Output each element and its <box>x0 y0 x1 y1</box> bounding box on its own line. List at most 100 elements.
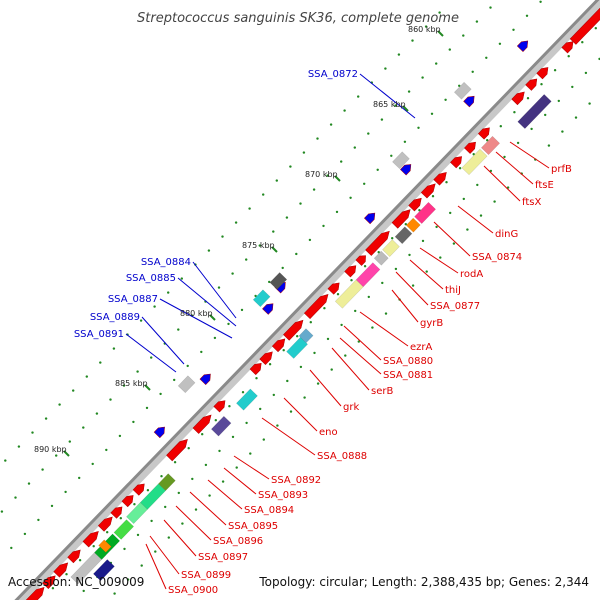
leader-line <box>283 397 318 432</box>
leader-line <box>495 151 534 185</box>
grid-dot <box>136 533 140 537</box>
kbp-marker-890: 890 kbp <box>34 445 67 454</box>
gene-label-ssa-0888: SSA_0888 <box>317 451 367 462</box>
grid-dot <box>322 224 325 228</box>
gene-label-grk: grk <box>343 402 359 413</box>
gene-block <box>461 148 488 176</box>
grid-dot <box>289 410 293 413</box>
reverse-gene-feature <box>463 95 475 108</box>
gene-label-serb: serB <box>371 386 393 397</box>
reverse-gene-feature <box>400 164 412 176</box>
reverse-gene-feature <box>262 303 274 315</box>
grid-dot <box>408 253 411 257</box>
grid-dot <box>194 508 198 511</box>
grid-dot <box>397 53 401 56</box>
grid-dot <box>191 477 194 481</box>
leader-line <box>309 369 342 407</box>
forward-cds-feature <box>121 495 134 508</box>
grid-dot <box>208 494 211 497</box>
gene-block <box>158 473 176 492</box>
leader-line <box>395 271 429 306</box>
grid-dot <box>411 39 414 42</box>
grid-dot <box>164 505 167 509</box>
gene-label-ssa-0872: SSA_0872 <box>308 69 358 80</box>
forward-cds-feature <box>283 319 304 341</box>
grid-dot <box>154 550 157 553</box>
grid-dot <box>109 398 112 401</box>
grid-dot <box>335 210 339 214</box>
leader-line <box>433 221 471 257</box>
forward-cds-feature <box>433 171 447 186</box>
leader-line <box>192 261 237 319</box>
grid-dot <box>411 284 415 287</box>
grid-dot <box>526 97 530 100</box>
gene-label-ssa-0887: SSA_0887 <box>108 294 158 305</box>
gene-label-ssa-0891: SSA_0891 <box>74 329 124 340</box>
grid-dot <box>55 454 58 457</box>
forward-cds-feature <box>213 400 226 413</box>
grid-dot <box>302 151 306 154</box>
grid-dot <box>525 14 529 17</box>
grid-dot <box>390 154 393 157</box>
grid-dot <box>485 56 488 59</box>
gene-block <box>355 262 381 288</box>
accession-label: Accession: NC_009009 <box>8 575 144 589</box>
grid-dot <box>289 165 292 168</box>
grid-dot <box>82 426 85 429</box>
leader-line <box>331 347 370 391</box>
grid-dot <box>584 71 588 75</box>
forward-cds-feature <box>450 156 462 169</box>
leader-line <box>177 277 237 327</box>
grid-dot <box>384 312 388 315</box>
feature-track <box>25 0 600 600</box>
leader-line <box>175 505 212 541</box>
gene-label-prfb: prfB <box>551 164 572 175</box>
leader-line <box>261 417 316 456</box>
grid-dot <box>10 546 13 550</box>
grid-dot <box>571 85 574 89</box>
leader-line <box>233 455 270 480</box>
grid-dot <box>167 536 170 539</box>
gene-label-ssa-0884: SSA_0884 <box>141 257 191 268</box>
grid-dot <box>200 350 203 354</box>
grid-dot <box>136 370 139 373</box>
kbp-tick <box>271 246 278 253</box>
grid-dot <box>444 98 447 102</box>
gene-block <box>481 135 501 156</box>
gene-label-ssa-0885: SSA_0885 <box>126 273 176 284</box>
grid-dot <box>58 403 61 406</box>
page-title: Streptococcus sanguinis SK36, complete g… <box>137 11 459 26</box>
grid-dot <box>249 452 252 455</box>
grid-dot <box>435 225 438 229</box>
grid-dot <box>133 503 136 506</box>
grid-dot <box>544 113 547 117</box>
grid-dot <box>85 375 89 378</box>
grid-dot <box>503 155 506 159</box>
grid-dot <box>78 476 81 480</box>
gene-label-ssa-0893: SSA_0893 <box>258 490 308 501</box>
grid-dot <box>132 420 135 424</box>
grid-dot <box>376 168 379 171</box>
grid-dot <box>268 363 272 366</box>
grid-dot <box>78 559 82 562</box>
gene-block <box>414 201 436 224</box>
leader-line <box>125 333 177 373</box>
grid-dot <box>462 34 465 37</box>
grid-dot <box>394 267 398 271</box>
grid-dot <box>326 337 330 341</box>
grid-dot <box>349 196 352 199</box>
gene-label-ssa-0899: SSA_0899 <box>181 570 231 581</box>
grid-dot <box>391 237 394 240</box>
gene-label-gyrb: gyrB <box>420 318 443 329</box>
leader-line <box>159 298 233 339</box>
grid-dot <box>0 510 4 513</box>
grid-dot <box>282 349 285 352</box>
kbp-marker-885: 885 kbp <box>115 379 148 388</box>
grid-dot <box>145 406 149 410</box>
grid-dot <box>153 305 156 308</box>
grid-dot <box>272 393 275 397</box>
gene-label-ssa-0889: SSA_0889 <box>90 312 140 323</box>
grid-dot <box>425 270 428 273</box>
